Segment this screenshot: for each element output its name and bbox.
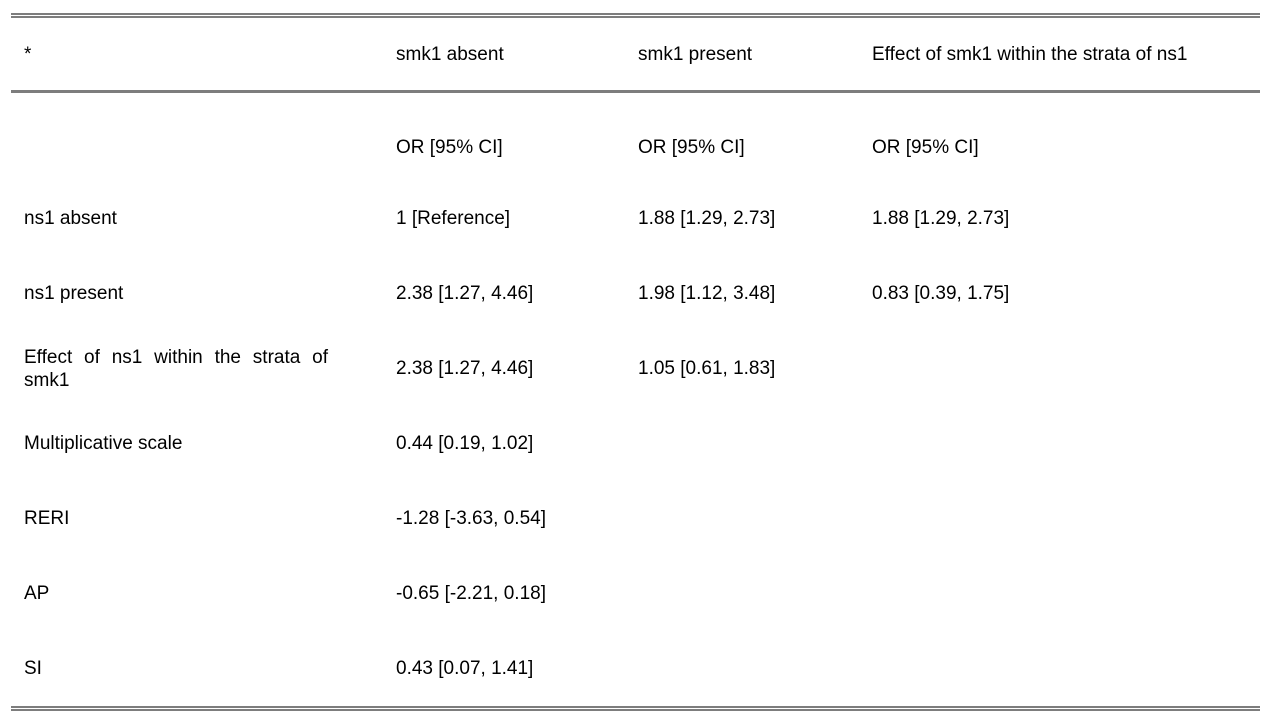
row-label-cell: AP [24, 583, 50, 604]
table-row-multiplicative-scale: Multiplicative scale 0.44 [0.19, 1.02] [11, 406, 1260, 481]
subheader-cell-or-ci: OR [95% CI] [638, 137, 745, 158]
table-row-ns1-absent: ns1 absent 1 [Reference] 1.88 [1.29, 2.7… [11, 181, 1260, 256]
value-cell: 0.83 [0.39, 1.75] [872, 283, 1010, 304]
table-row-ns1-present: ns1 present 2.38 [1.27, 4.46] 1.98 [1.12… [11, 256, 1260, 331]
table-row-ap: AP -0.65 [-2.21, 0.18] [11, 556, 1260, 631]
value-cell: 1.88 [1.29, 2.73] [638, 208, 776, 229]
value-cell [859, 331, 1260, 406]
value-cell [625, 406, 859, 481]
header-row: * smk1 absent smk1 present Effect of smk… [11, 18, 1260, 93]
subheader-cell-or-ci: OR [95% CI] [872, 137, 979, 158]
header-cell-effect-of-smk1: Effect of smk1 within the strata of ns1 [859, 18, 1260, 93]
row-label-cell: RERI [24, 508, 70, 529]
value-cell [859, 556, 1260, 631]
subheader-cell-or-ci: OR [95% CI] [396, 137, 503, 158]
subheader-row: OR [95% CI] OR [95% CI] OR [95% CI] [11, 92, 1260, 182]
or-ci-table: * smk1 absent smk1 present Effect of smk… [11, 18, 1260, 706]
table-row-effect-of-ns1: Effect of ns1 within the strata of smk1 … [11, 331, 1260, 406]
header-cell-smk1-absent: smk1 absent [383, 18, 625, 93]
row-label-cell: SI [24, 658, 42, 679]
value-cell: 1.05 [0.61, 1.83] [638, 358, 776, 379]
table-row-reri: RERI -1.28 [-3.63, 0.54] [11, 481, 1260, 556]
row-label-cell: ns1 absent [24, 208, 117, 229]
value-cell: -1.28 [-3.63, 0.54] [396, 508, 546, 529]
value-cell [859, 631, 1260, 706]
row-label-cell: Multiplicative scale [24, 433, 183, 454]
header-cell-asterisk: * [11, 18, 383, 93]
subheader-cell-empty [11, 92, 383, 182]
table-bottom-rule [11, 706, 1260, 711]
value-cell: 2.38 [1.27, 4.46] [396, 283, 534, 304]
value-cell: 1.88 [1.29, 2.73] [872, 208, 1010, 229]
value-cell: 0.44 [0.19, 1.02] [396, 433, 534, 454]
row-label-cell: ns1 present [24, 283, 124, 304]
value-cell [859, 481, 1260, 556]
value-cell [625, 631, 859, 706]
table-row-si: SI 0.43 [0.07, 1.41] [11, 631, 1260, 706]
value-cell [625, 556, 859, 631]
row-label-cell: Effect of ns1 within the strata of smk1 [24, 346, 328, 391]
interaction-results-table: * smk1 absent smk1 present Effect of smk… [11, 13, 1260, 711]
value-cell [859, 406, 1260, 481]
value-cell: -0.65 [-2.21, 0.18] [396, 583, 546, 604]
value-cell: 1.98 [1.12, 3.48] [638, 283, 776, 304]
value-cell: 2.38 [1.27, 4.46] [396, 358, 534, 379]
value-cell [625, 481, 859, 556]
value-cell: 1 [Reference] [396, 208, 511, 229]
table-top-rule [11, 13, 1260, 18]
value-cell: 0.43 [0.07, 1.41] [396, 658, 534, 679]
header-cell-smk1-present: smk1 present [625, 18, 859, 93]
